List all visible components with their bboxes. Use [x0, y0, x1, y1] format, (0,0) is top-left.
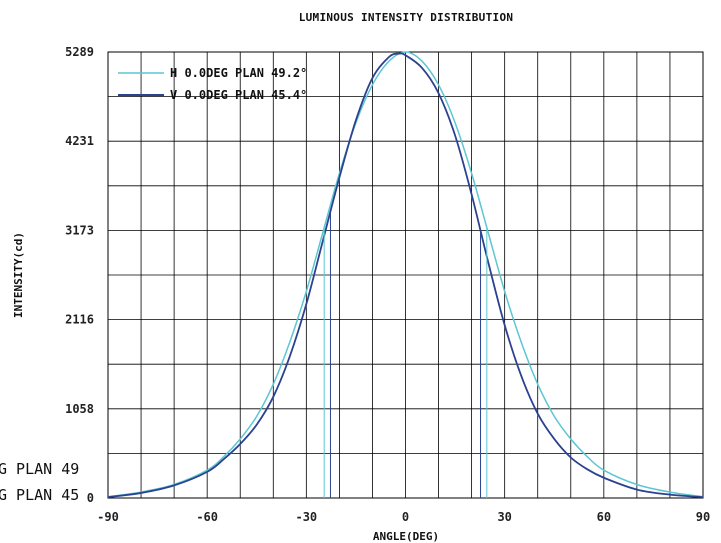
y-tick-label: 5289: [65, 45, 94, 59]
legend-label-h: H 0.0DEG PLAN 49.2°: [170, 66, 307, 80]
y-tick-label: 0: [87, 491, 94, 505]
x-tick-label: 90: [696, 510, 710, 524]
x-tick-label: 60: [597, 510, 611, 524]
legend-label-v: V 0.0DEG PLAN 45.4°: [170, 88, 307, 102]
x-axis-label: ANGLE(DEG): [373, 530, 439, 543]
cut-label-h: G PLAN 49: [0, 460, 79, 478]
y-tick-labels: 0 1058 2116 3173 4231 5289: [65, 45, 94, 505]
x-tick-labels: -90 -60 -30 0 30 60 90: [97, 510, 710, 524]
y-axis-label: INTENSITY(cd): [12, 232, 25, 318]
chart-title: LUMINOUS INTENSITY DISTRIBUTION: [299, 11, 514, 24]
series-layer: [107, 51, 704, 499]
x-tick-label: 0: [402, 510, 409, 524]
cut-label-v: G PLAN 45: [0, 486, 79, 504]
y-tick-label: 2116: [65, 313, 94, 327]
series-line-h: [107, 51, 704, 498]
grid: [108, 52, 703, 498]
half-angle-markers: [323, 211, 488, 498]
y-tick-label: 1058: [65, 402, 94, 416]
x-tick-label: -30: [295, 510, 317, 524]
y-tick-label: 3173: [65, 223, 94, 237]
series-line-v: [107, 52, 704, 499]
x-tick-label: -90: [97, 510, 119, 524]
y-tick-label: 4231: [65, 134, 94, 148]
legend: H 0.0DEG PLAN 49.2° V 0.0DEG PLAN 45.4°: [118, 66, 307, 102]
x-tick-label: 30: [497, 510, 511, 524]
x-tick-label: -60: [196, 510, 218, 524]
